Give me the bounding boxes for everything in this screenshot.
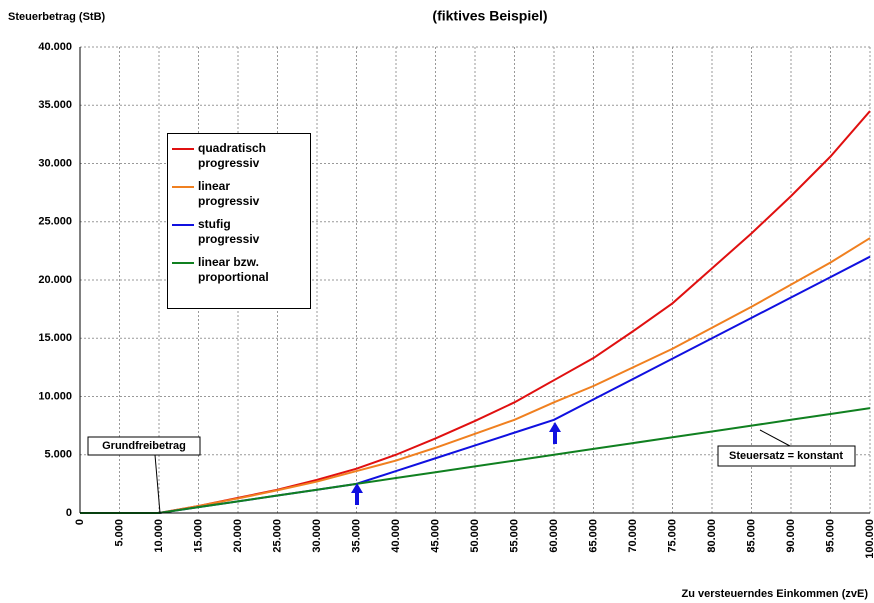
x-tick-label: 5.000 [113, 519, 125, 547]
x-tick-label: 50.000 [469, 519, 481, 553]
legend-swatch [172, 224, 194, 226]
series-line [80, 237, 871, 514]
legend-item: linear progressiv [172, 179, 306, 209]
series-line [80, 407, 871, 514]
y-axis-label: Steuerbetrag (StB) [8, 11, 106, 23]
annotation-pointer [154, 454, 161, 514]
x-tick-label: 75.000 [666, 519, 678, 553]
x-tick-label: 30.000 [311, 519, 323, 553]
annotation-box [87, 436, 201, 456]
annotation-box [717, 445, 856, 467]
x-tick-label: 15.000 [192, 519, 204, 553]
annotation-pointer [759, 429, 791, 447]
x-tick-label: 60.000 [548, 519, 560, 553]
legend-item: stufig progressiv [172, 217, 306, 247]
y-tick-label: 0 [66, 507, 72, 519]
x-tick-label: 10.000 [153, 519, 165, 553]
y-tick-label: 5.000 [44, 449, 72, 461]
arrow [351, 483, 363, 505]
annotation: Grundfreibetrag [102, 440, 186, 452]
x-tick-label: 85.000 [745, 519, 757, 553]
legend-label: linear progressiv [198, 179, 260, 208]
x-tick-label: 70.000 [627, 519, 639, 553]
legend-label: quadratisch progressiv [198, 141, 267, 170]
x-tick-label: 0 [74, 519, 86, 525]
x-tick-label: 100.000 [864, 519, 874, 559]
chart-title: (fiktives Beispiel) [432, 8, 547, 24]
x-tick-label: 65.000 [587, 519, 599, 553]
legend-swatch [172, 148, 194, 150]
y-tick-label: 40.000 [38, 41, 72, 53]
y-tick-label: 25.000 [38, 216, 72, 228]
y-tick-label: 20.000 [38, 274, 72, 286]
legend-swatch [172, 262, 194, 264]
legend-item: quadratisch progressiv [172, 141, 306, 171]
arrow [549, 422, 561, 444]
x-tick-label: 20.000 [232, 519, 244, 553]
legend: quadratisch progressiv linear progressiv s… [167, 133, 311, 309]
x-axis-label: Zu versteuerndes Einkommen (zvE) [682, 588, 869, 600]
legend-item: linear bzw. proportional [172, 255, 306, 285]
x-tick-label: 40.000 [390, 519, 402, 553]
x-tick-label: 80.000 [706, 519, 718, 553]
x-tick-label: 45.000 [429, 519, 441, 553]
legend-label: linear bzw. proportional [198, 255, 269, 284]
x-tick-label: 55.000 [508, 519, 520, 553]
y-tick-label: 35.000 [38, 99, 72, 111]
y-tick-label: 15.000 [38, 332, 72, 344]
x-tick-label: 35.000 [350, 519, 362, 553]
y-tick-label: 30.000 [38, 157, 72, 169]
x-tick-label: 95.000 [824, 519, 836, 553]
x-tick-label: 25.000 [271, 519, 283, 553]
y-tick-label: 10.000 [38, 390, 72, 402]
legend-swatch [172, 186, 194, 188]
annotation: Steuersatz = konstant [729, 450, 843, 462]
legend-label: stufig progressiv [198, 217, 260, 246]
x-tick-label: 90.000 [785, 519, 797, 553]
